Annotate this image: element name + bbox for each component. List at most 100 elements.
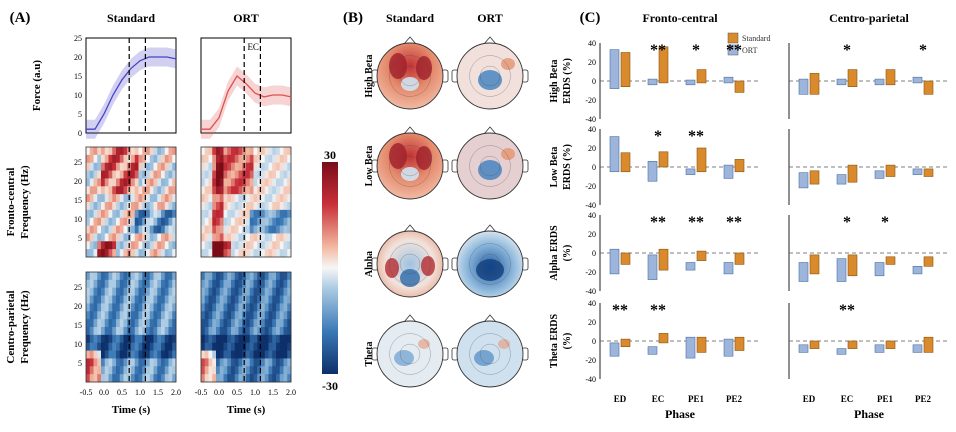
spectrogram-cell: [216, 170, 221, 179]
spectrogram-cell: [164, 287, 169, 296]
spectrogram-cell: [172, 217, 177, 226]
spectrogram-cell: [97, 147, 102, 156]
spectrogram-cell: [227, 342, 232, 351]
erds-ytick: -20: [585, 356, 596, 365]
spectrogram-cell: [283, 209, 288, 219]
spectrogram-cell: [223, 147, 228, 156]
spectrogram-cell: [149, 311, 154, 320]
spectrogram-cell: [149, 162, 154, 171]
spectrogram-cell: [276, 209, 281, 219]
topomap-blob: [401, 77, 419, 91]
panel-a-col-title: Standard: [107, 11, 155, 25]
spectrogram-cell: [108, 303, 113, 312]
spectrogram-cell: [261, 170, 266, 179]
bar-ort: [685, 168, 696, 175]
spectrogram-cell: [164, 225, 169, 234]
spectrogram-cell: [276, 225, 281, 234]
spectrogram-cell: [204, 358, 209, 367]
spectrogram-cell: [104, 186, 109, 195]
spectrogram-cell: [164, 295, 169, 304]
spectrogram-cell: [104, 374, 109, 383]
spectrogram-cell: [104, 147, 109, 156]
spectrogram-cell: [149, 295, 154, 304]
spectrogram-cell: [276, 178, 281, 187]
spectrogram-cell: [168, 249, 173, 258]
bar-standard: [809, 73, 820, 95]
spectrogram-cell: [134, 311, 139, 320]
spectrogram-cell: [93, 178, 98, 187]
spectrogram-cell: [101, 209, 106, 219]
spectrogram-cell: [161, 186, 166, 195]
spectrogram-cell: [134, 287, 139, 296]
spectrogram-cell: [149, 350, 154, 359]
spectrogram-cell: [146, 170, 151, 179]
spectrogram-cell: [246, 241, 251, 250]
spectrogram-cell: [234, 162, 239, 171]
panel-a-col-title: ORT: [233, 11, 259, 25]
spectrogram-cell: [238, 327, 243, 336]
colorbar-min-label: -30: [322, 379, 338, 393]
spectrogram-cell: [219, 327, 224, 336]
spectrogram-cell: [234, 327, 239, 336]
spectrogram-cell: [276, 194, 281, 203]
spectrogram-cell: [123, 186, 128, 195]
spectrogram-cell: [279, 178, 284, 187]
spectrogram-cell: [261, 178, 266, 187]
erds-ytick: 0: [592, 163, 596, 172]
spectrogram-cell: [101, 272, 106, 281]
spectrogram-cell: [97, 209, 102, 219]
spectrogram-cell: [234, 311, 239, 320]
spectrogram-cell: [264, 225, 269, 234]
spectrogram-cell: [97, 178, 102, 187]
spectrogram-cell: [276, 295, 281, 304]
spectrogram-cell: [276, 162, 281, 171]
spectrogram-cell: [149, 209, 154, 219]
spectrogram-cell: [231, 358, 236, 367]
spectrogram-cell: [216, 358, 221, 367]
spectrogram-cell: [116, 233, 121, 242]
spectrogram-cell: [131, 233, 136, 242]
spectrogram-cell: [249, 342, 254, 351]
spectrogram-cell: [238, 225, 243, 234]
spectrogram-cell: [86, 327, 91, 336]
spectrogram-cell: [234, 303, 239, 312]
spectrogram-cell: [287, 303, 292, 312]
spectrogram-cell: [216, 334, 221, 344]
spectrogram-cell: [146, 374, 151, 383]
spectrogram-cell: [101, 170, 106, 179]
spectrogram-cell: [216, 217, 221, 226]
spectrogram-cell: [86, 311, 91, 320]
spectrogram-cell: [253, 287, 258, 296]
spectrogram-cell: [89, 287, 94, 296]
force-ytick: 0: [78, 129, 82, 138]
spectrogram-cell: [108, 209, 113, 219]
spectrogram-cell: [116, 342, 121, 351]
spectrogram-cell: [164, 358, 169, 367]
row-label-fronto-central: Fronto-central: [5, 168, 17, 237]
spectrogram-cell: [287, 186, 292, 195]
bar-standard: [620, 252, 631, 265]
spectrogram-cell: [249, 217, 254, 226]
spectrogram-cell: [153, 295, 158, 304]
spectrogram-cell: [204, 366, 209, 375]
spectrogram-cell: [264, 209, 269, 219]
spectrogram-cell: [234, 319, 239, 328]
bar-standard: [658, 333, 669, 344]
spectrogram-frame: [85, 146, 177, 258]
spectrogram-cell: [219, 217, 224, 226]
spectrogram-cell: [104, 342, 109, 351]
spectrogram-cell: [153, 327, 158, 336]
spectrogram-cell: [172, 374, 177, 383]
spectrogram-cell: [86, 295, 91, 304]
spectrogram-cell: [204, 374, 209, 383]
topomap-contour: [399, 343, 421, 365]
spectrogram-cell: [164, 249, 169, 258]
spectrogram-cell: [149, 287, 154, 296]
spectrogram-cell: [142, 295, 147, 304]
spectrogram-cell: [212, 186, 217, 195]
spectrogram-cell: [279, 303, 284, 312]
spectrogram-cell: [149, 241, 154, 250]
spectrogram-cell: [157, 209, 162, 219]
spectrogram-cell: [279, 319, 284, 328]
spectrogram-cell: [108, 202, 113, 211]
